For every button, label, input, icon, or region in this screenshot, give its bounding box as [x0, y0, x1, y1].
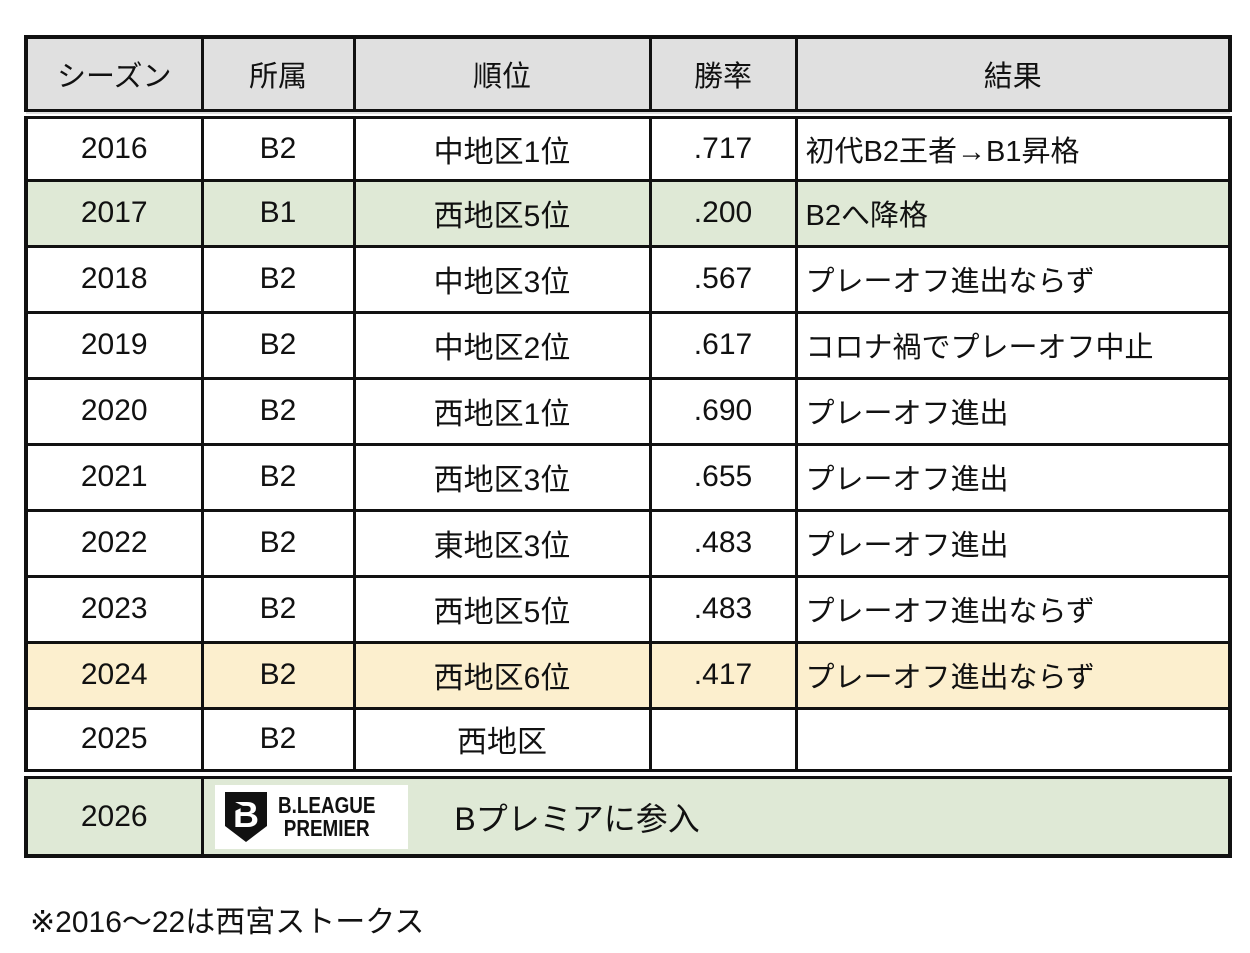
rank-cell: 中地区2位	[352, 310, 652, 380]
season-cell: 2021	[24, 442, 204, 512]
winpct-cell: .200	[648, 178, 798, 248]
rank-cell: 中地区3位	[352, 244, 652, 314]
league-cell: B2	[200, 244, 356, 314]
season-cell: 2017	[24, 178, 204, 248]
table-row-2021: 2021 B2 西地区3位 .655 プレーオフ進出	[24, 442, 1232, 512]
table-row-2020: 2020 B2 西地区1位 .690 プレーオフ進出	[24, 376, 1232, 446]
winpct-cell: .483	[648, 574, 798, 644]
season-cell: 2023	[24, 574, 204, 644]
table-row-2018: 2018 B2 中地区3位 .567 プレーオフ進出ならず	[24, 244, 1232, 314]
winpct-cell: .690	[648, 376, 798, 446]
svg-text:B: B	[233, 794, 259, 835]
rank-cell: 東地区3位	[352, 508, 652, 578]
result-cell: コロナ禍でプレーオフ中止	[794, 310, 1232, 380]
bleague-shield-icon: B	[224, 791, 267, 842]
rank-cell: 中地区1位	[352, 112, 652, 182]
rank-cell: 西地区	[352, 706, 652, 776]
league-cell: B2	[200, 640, 356, 710]
season-cell: 2026	[24, 769, 204, 858]
col-header-result: 結果	[794, 35, 1232, 119]
winpct-cell: .717	[648, 112, 798, 182]
season-cell: 2018	[24, 244, 204, 314]
result-cell: B2へ降格	[794, 178, 1232, 248]
league-cell: B2	[200, 376, 356, 446]
result-cell	[794, 706, 1232, 776]
season-cell: 2024	[24, 640, 204, 710]
season-cell: 2022	[24, 508, 204, 578]
result-cell: プレーオフ進出	[794, 508, 1232, 578]
winpct-cell: .655	[648, 442, 798, 512]
season-results-table: シーズン 所属 順位 勝率 結果 2016 B2 中地区1位 .717 初代B2…	[24, 35, 1232, 858]
table-row-2026: 2026 B B.LEAGUE PREMIER	[24, 769, 1232, 858]
league-cell: B2	[200, 574, 356, 644]
col-header-rank: 順位	[352, 35, 652, 119]
result-cell: プレーオフ進出ならず	[794, 640, 1232, 710]
bleague-premier-logo: B B.LEAGUE PREMIER	[214, 784, 409, 849]
rank-cell: 西地区5位	[352, 178, 652, 248]
winpct-cell: .483	[648, 508, 798, 578]
logo-line-2: PREMIER	[283, 814, 370, 841]
logo-line-1: B.LEAGUE	[277, 791, 375, 818]
table-row-2025: 2025 B2 西地区	[24, 706, 1232, 776]
col-header-winpct: 勝率	[648, 35, 798, 119]
result-cell: プレーオフ進出	[794, 442, 1232, 512]
table-row-2024: 2024 B2 西地区6位 .417 プレーオフ進出ならず	[24, 640, 1232, 710]
result-cell: プレーオフ進出ならず	[794, 574, 1232, 644]
season-cell: 2020	[24, 376, 204, 446]
premier-entry-text: Bプレミアに参入	[454, 800, 700, 837]
winpct-cell: .567	[648, 244, 798, 314]
table-row-2016: 2016 B2 中地区1位 .717 初代B2王者→B1昇格	[24, 112, 1232, 182]
result-cell: 初代B2王者→B1昇格	[794, 112, 1232, 182]
table-row-2022: 2022 B2 東地区3位 .483 プレーオフ進出	[24, 508, 1232, 578]
table-row-2017: 2017 B1 西地区5位 .200 B2へ降格	[24, 178, 1232, 248]
winpct-cell: .617	[648, 310, 798, 380]
season-cell: 2025	[24, 706, 204, 776]
season-cell: 2016	[24, 112, 204, 182]
rank-cell: 西地区6位	[352, 640, 652, 710]
league-cell: B2	[200, 112, 356, 182]
bleague-premier-wordmark: B.LEAGUE PREMIER	[277, 791, 375, 841]
header-row: シーズン 所属 順位 勝率 結果	[24, 35, 1232, 119]
rank-cell: 西地区5位	[352, 574, 652, 644]
season-cell: 2019	[24, 310, 204, 380]
result-cell: プレーオフ進出	[794, 376, 1232, 446]
league-cell: B2	[200, 442, 356, 512]
rank-cell: 西地区3位	[352, 442, 652, 512]
league-cell: B2	[200, 508, 356, 578]
table-row-2019: 2019 B2 中地区2位 .617 コロナ禍でプレーオフ中止	[24, 310, 1232, 380]
rank-cell: 西地区1位	[352, 376, 652, 446]
col-header-season: シーズン	[24, 35, 204, 119]
col-header-league: 所属	[200, 35, 356, 119]
premier-cell: B B.LEAGUE PREMIER Bプレミアに参入	[200, 769, 1232, 858]
footnote: ※2016～22は西宮ストークス	[30, 906, 425, 939]
league-cell: B2	[200, 706, 356, 776]
league-cell: B2	[200, 310, 356, 380]
league-cell: B1	[200, 178, 356, 248]
winpct-cell: .417	[648, 640, 798, 710]
winpct-cell	[648, 706, 798, 776]
table-row-2023: 2023 B2 西地区5位 .483 プレーオフ進出ならず	[24, 574, 1232, 644]
result-cell: プレーオフ進出ならず	[794, 244, 1232, 314]
